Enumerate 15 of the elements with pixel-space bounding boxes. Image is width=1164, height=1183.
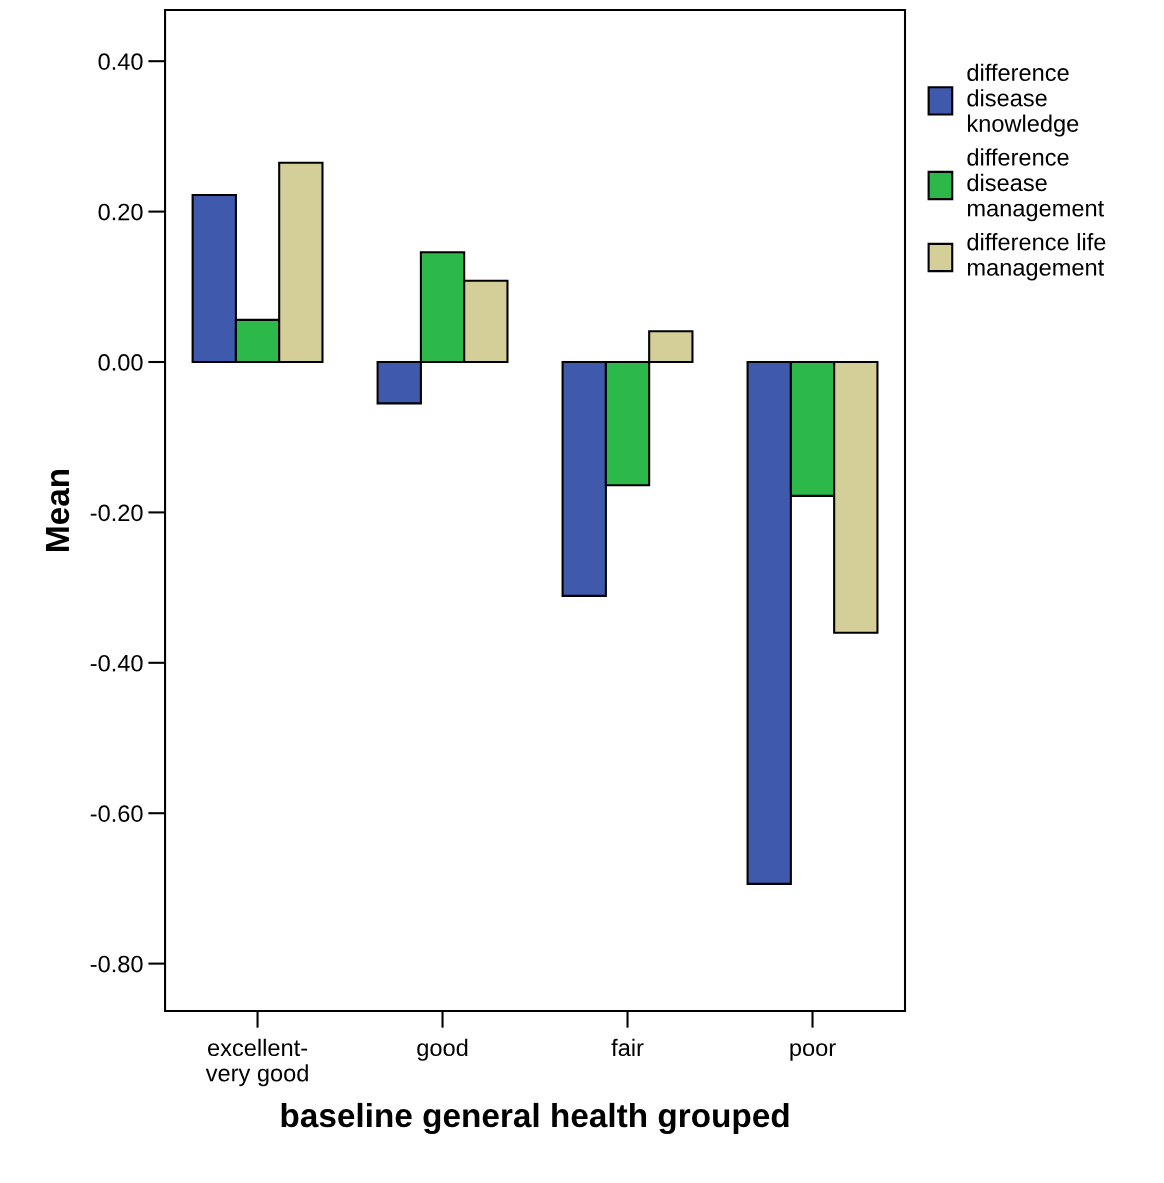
legend-label: difference life management (967, 233, 1106, 281)
x-tick-label: poor (790, 1043, 836, 1061)
y-axis-title: Mean (45, 469, 70, 551)
x-tick-label: excellent- very good (205, 1038, 308, 1087)
y-tick-label: -0.20 (90, 504, 143, 522)
y-tick-label: 0.40 (98, 53, 143, 70)
y-tick-label: -0.60 (90, 805, 143, 822)
y-tick-label: 0.20 (98, 203, 143, 221)
x-axis-title: baseline general health grouped (281, 1102, 789, 1135)
y-tick-label: -0.80 (90, 955, 143, 973)
x-tick-label: fair (611, 1038, 644, 1057)
y-tick-label: 0.00 (98, 354, 143, 371)
legend-label: difference disease knowledge (967, 63, 1079, 137)
y-tick-label: -0.40 (90, 654, 143, 672)
x-tick-label: good (417, 1038, 468, 1061)
